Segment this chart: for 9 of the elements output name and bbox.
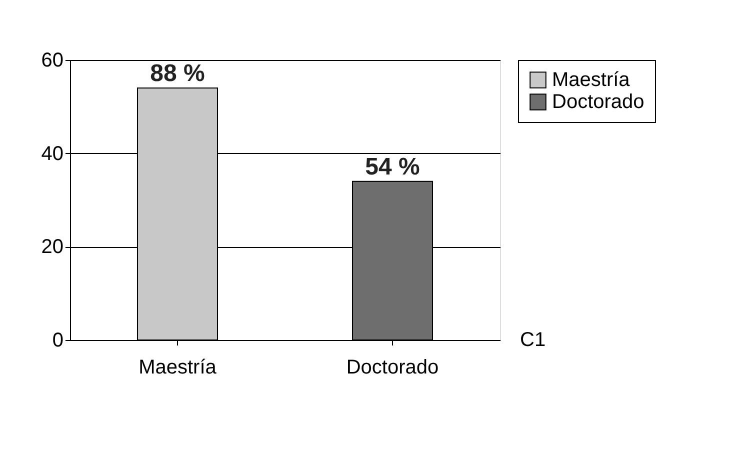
y-tick-label: 40: [41, 142, 64, 165]
legend-label: Maestría: [552, 69, 631, 91]
y-tick-label: 60: [41, 50, 64, 72]
y-tick-label: 20: [41, 236, 64, 258]
text: C1: [520, 329, 546, 351]
y-tick-label: 0: [52, 330, 64, 352]
legend-label: Doctorado: [552, 91, 644, 113]
annotation: 54 %: [365, 153, 420, 180]
annotation: 88 %: [150, 60, 205, 87]
